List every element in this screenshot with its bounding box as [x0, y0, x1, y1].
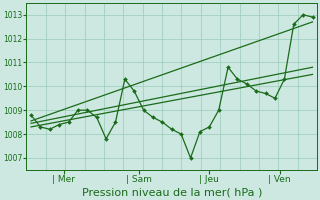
X-axis label: Pression niveau de la mer( hPa ): Pression niveau de la mer( hPa ) [82, 187, 262, 197]
